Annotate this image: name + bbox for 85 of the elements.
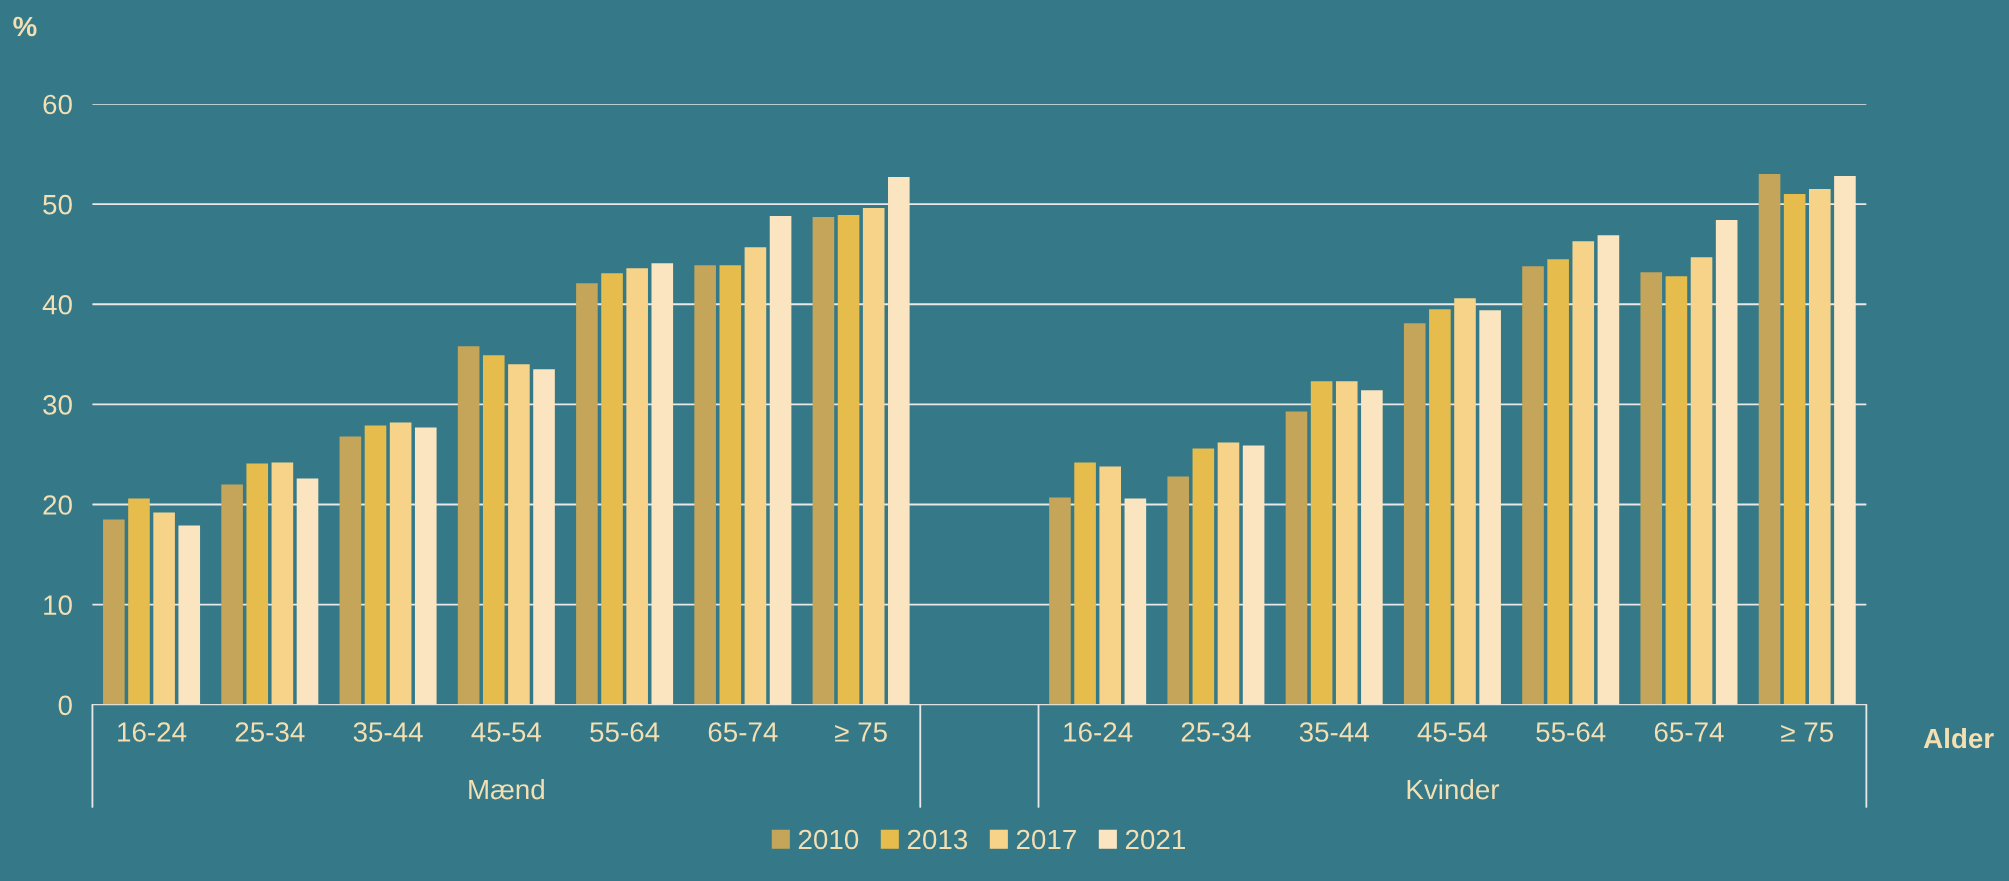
bar [1074, 462, 1096, 705]
y-tick-label: 30 [43, 395, 72, 415]
bar [1834, 176, 1856, 705]
x-axis-title: Alder [1923, 727, 1994, 749]
x-tick-label: ≥ 75 [835, 722, 887, 742]
bar [128, 498, 150, 705]
text: Mænd [469, 778, 544, 800]
bar [1361, 390, 1383, 705]
x-tick-label: 16-24 [1064, 722, 1133, 742]
x-tick-label: 55-64 [590, 722, 660, 742]
bar [364, 425, 387, 705]
bar [457, 346, 480, 705]
x-tick-label: 35-44 [1299, 722, 1369, 742]
legend-label: 2010 [798, 829, 859, 850]
bar [576, 283, 598, 705]
bar [1715, 220, 1738, 705]
x-tick-label: 45-54 [471, 722, 542, 742]
legend-label: 2017 [1016, 829, 1076, 850]
bar [414, 427, 437, 705]
bar [1285, 411, 1308, 705]
bar [1522, 266, 1544, 705]
bar [1783, 194, 1806, 705]
bar [1217, 442, 1240, 705]
x-tick-label: 25-34 [1181, 722, 1251, 742]
y-tick-label: 0 [58, 695, 72, 716]
legend-label: 2013 [907, 829, 968, 850]
bar [1049, 497, 1071, 705]
bar [1310, 381, 1333, 705]
bar [1640, 272, 1663, 705]
bar [1192, 448, 1215, 705]
bar [389, 422, 412, 705]
x-tick-label: 65-74 [708, 722, 778, 742]
bar [651, 263, 674, 705]
y-tick-label: 40 [42, 294, 72, 315]
x-tick-label: 16-24 [118, 722, 187, 742]
bar [246, 463, 269, 705]
bar [1665, 276, 1688, 705]
legend-label: 2021 [1125, 829, 1185, 850]
bar [1454, 298, 1476, 705]
bar [862, 208, 885, 705]
y-tick-label: 50 [43, 194, 72, 215]
bar [769, 216, 792, 705]
bar [296, 478, 319, 705]
bar [601, 273, 623, 705]
bar [719, 265, 742, 705]
bar [271, 462, 294, 705]
x-tick-label: 65-74 [1654, 722, 1724, 742]
bar [1099, 466, 1122, 705]
bar [1403, 323, 1426, 705]
bar [1758, 174, 1781, 705]
bar [1124, 498, 1147, 705]
x-tick-label: 35-44 [353, 722, 423, 742]
bar [508, 364, 530, 705]
bar [103, 519, 125, 705]
bar [339, 436, 362, 705]
y-tick-label: 60 [43, 94, 72, 115]
x-tick-label: 45-54 [1417, 722, 1488, 742]
bar [1547, 259, 1569, 705]
y-axis-title: % [13, 16, 37, 37]
bar [1479, 310, 1501, 705]
bar [744, 247, 767, 705]
bar [1429, 309, 1451, 705]
bar [837, 215, 860, 705]
text: Kvinder [1407, 778, 1500, 800]
bar [1335, 381, 1358, 705]
bar [812, 217, 835, 705]
y-tick-label: 10 [44, 595, 72, 615]
x-tick-label: 55-64 [1536, 722, 1606, 742]
y-tick-label: 20 [43, 495, 72, 515]
bar [221, 484, 243, 705]
x-tick-label: ≥ 75 [1781, 722, 1833, 742]
bar [694, 265, 716, 705]
bar [1572, 241, 1595, 705]
bar [482, 355, 505, 705]
bar [1690, 257, 1713, 705]
bar [888, 177, 910, 705]
bar [1242, 445, 1265, 705]
bar [1167, 476, 1190, 705]
bar [178, 525, 201, 705]
bar [533, 369, 555, 705]
bar [153, 512, 175, 705]
bar [1808, 189, 1831, 705]
bar [1597, 235, 1620, 705]
x-tick-label: 25-34 [235, 722, 305, 742]
bar [626, 268, 648, 705]
